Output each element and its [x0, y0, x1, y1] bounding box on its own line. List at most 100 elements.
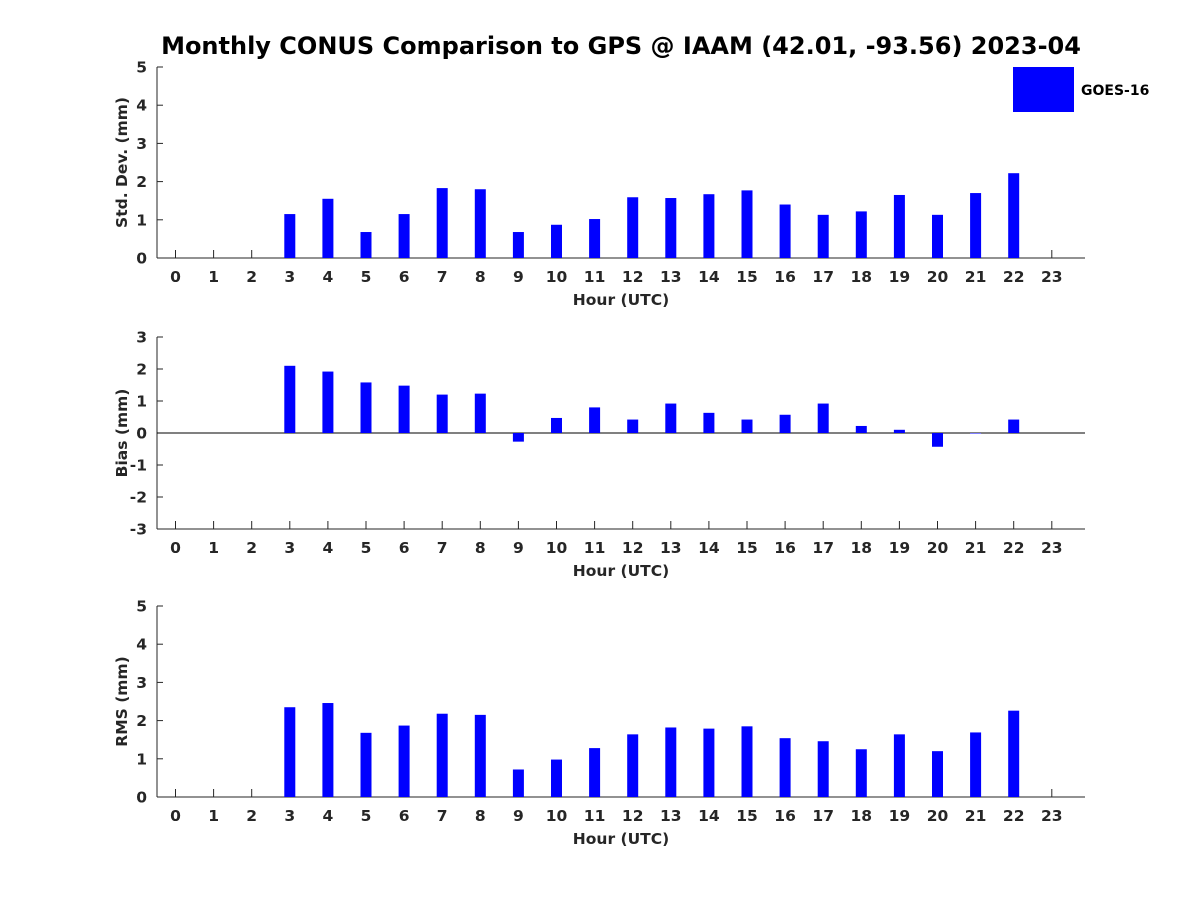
x-tick-label: 10 — [546, 807, 568, 825]
bar-std-dev-hour-9 — [512, 232, 524, 258]
bar-std-dev-hour-18 — [855, 211, 867, 258]
x-tick-label: 23 — [1041, 268, 1063, 286]
x-tick-label: 4 — [323, 539, 334, 557]
bar-bias-hour-14 — [703, 412, 715, 433]
bar-bias-hour-12 — [627, 419, 639, 433]
x-axis-label: Hour (UTC) — [573, 562, 669, 580]
bar-rms-hour-9 — [512, 769, 524, 797]
bar-bias-hour-19 — [893, 429, 905, 433]
x-axis-label: Hour (UTC) — [573, 291, 669, 309]
bar-rms-hour-20 — [932, 751, 943, 797]
bar-std-dev-hour-7 — [436, 188, 448, 258]
bar-bias-hour-13 — [665, 403, 677, 433]
legend-label-goes-16: GOES-16 — [1081, 83, 1149, 99]
y-tick-label: 5 — [136, 598, 147, 616]
x-tick-label: 19 — [889, 807, 911, 825]
bar-rms-hour-8 — [474, 714, 486, 797]
x-tick-label: 16 — [774, 539, 796, 557]
bar-bias-hour-4 — [322, 371, 334, 433]
bar-rms-hour-10 — [551, 759, 562, 797]
x-tick-label: 21 — [965, 268, 987, 286]
bar-std-dev-hour-21 — [970, 193, 982, 258]
bar-bias-hour-3 — [284, 365, 296, 433]
y-tick-label: 5 — [136, 59, 147, 77]
x-tick-label: 18 — [851, 807, 873, 825]
y-tick-label: 2 — [136, 361, 147, 379]
x-tick-label: 13 — [660, 807, 682, 825]
bar-rms-hour-7 — [436, 713, 448, 797]
x-tick-label: 13 — [660, 268, 682, 286]
x-tick-label: 5 — [361, 268, 372, 286]
x-tick-label: 5 — [361, 539, 372, 557]
x-tick-label: 13 — [660, 539, 682, 557]
x-tick-label: 22 — [1003, 807, 1025, 825]
bar-bias-hour-15 — [741, 419, 753, 433]
x-tick-label: 16 — [774, 807, 796, 825]
bar-rms-hour-6 — [398, 725, 410, 797]
bar-std-dev-hour-5 — [360, 232, 372, 258]
x-tick-label: 14 — [698, 807, 720, 825]
x-tick-label: 20 — [927, 807, 949, 825]
y-tick-label: 0 — [136, 250, 147, 268]
bar-bias-hour-11 — [589, 407, 601, 433]
bar-bias-hour-20 — [932, 433, 943, 447]
legend: GOES-16 — [1013, 67, 1149, 112]
x-tick-label: 17 — [812, 807, 834, 825]
y-tick-label: 3 — [136, 135, 147, 153]
bar-bias-hour-7 — [436, 394, 448, 433]
x-tick-label: 19 — [889, 268, 911, 286]
x-tick-label: 17 — [812, 539, 834, 557]
bar-rms-hour-19 — [893, 734, 905, 797]
chart-title: Monthly CONUS Comparison to GPS @ IAAM (… — [161, 32, 1081, 60]
x-tick-label: 23 — [1041, 539, 1063, 557]
x-tick-label: 5 — [361, 807, 372, 825]
bar-bias-hour-17 — [817, 403, 829, 433]
x-tick-label: 8 — [475, 539, 486, 557]
bar-rms-hour-18 — [855, 749, 867, 797]
bar-rms-hour-11 — [589, 748, 601, 797]
x-tick-label: 0 — [170, 268, 181, 286]
y-tick-label: 1 — [136, 211, 147, 229]
y-tick-label: 1 — [136, 750, 147, 768]
y-tick-label: 4 — [136, 636, 147, 654]
bar-rms-hour-4 — [322, 703, 334, 797]
x-tick-label: 11 — [584, 807, 606, 825]
x-tick-label: 14 — [698, 539, 720, 557]
x-tick-label: 3 — [284, 807, 295, 825]
x-tick-label: 4 — [323, 807, 334, 825]
x-axis-label: Hour (UTC) — [573, 830, 669, 848]
x-tick-label: 3 — [284, 539, 295, 557]
y-axis-label: Bias (mm) — [113, 389, 131, 478]
x-tick-label: 2 — [246, 807, 257, 825]
x-tick-label: 6 — [399, 539, 410, 557]
x-tick-label: 12 — [622, 539, 644, 557]
y-tick-label: 2 — [136, 712, 147, 730]
bar-rms-hour-12 — [627, 734, 639, 797]
x-tick-label: 2 — [246, 268, 257, 286]
bar-std-dev-hour-20 — [932, 214, 943, 258]
bar-std-dev-hour-13 — [665, 198, 677, 258]
x-tick-label: 22 — [1003, 268, 1025, 286]
x-tick-label: 8 — [475, 268, 486, 286]
x-tick-label: 15 — [736, 807, 758, 825]
bar-rms-hour-22 — [1008, 710, 1020, 797]
x-tick-label: 18 — [851, 539, 873, 557]
y-tick-label: 1 — [136, 393, 147, 411]
bar-std-dev-hour-3 — [284, 214, 296, 258]
x-tick-label: 1 — [208, 539, 219, 557]
bar-rms-hour-17 — [817, 741, 829, 797]
bar-rms-hour-16 — [779, 738, 791, 797]
x-tick-label: 1 — [208, 268, 219, 286]
y-tick-label: -2 — [130, 489, 147, 507]
x-tick-label: 17 — [812, 268, 834, 286]
bar-bias-hour-22 — [1008, 419, 1020, 433]
bar-bias-hour-8 — [474, 393, 486, 433]
y-tick-label: -1 — [130, 457, 147, 475]
x-tick-label: 10 — [546, 539, 568, 557]
y-tick-label: 0 — [136, 425, 147, 443]
x-tick-label: 12 — [622, 268, 644, 286]
y-tick-label: 0 — [136, 789, 147, 807]
